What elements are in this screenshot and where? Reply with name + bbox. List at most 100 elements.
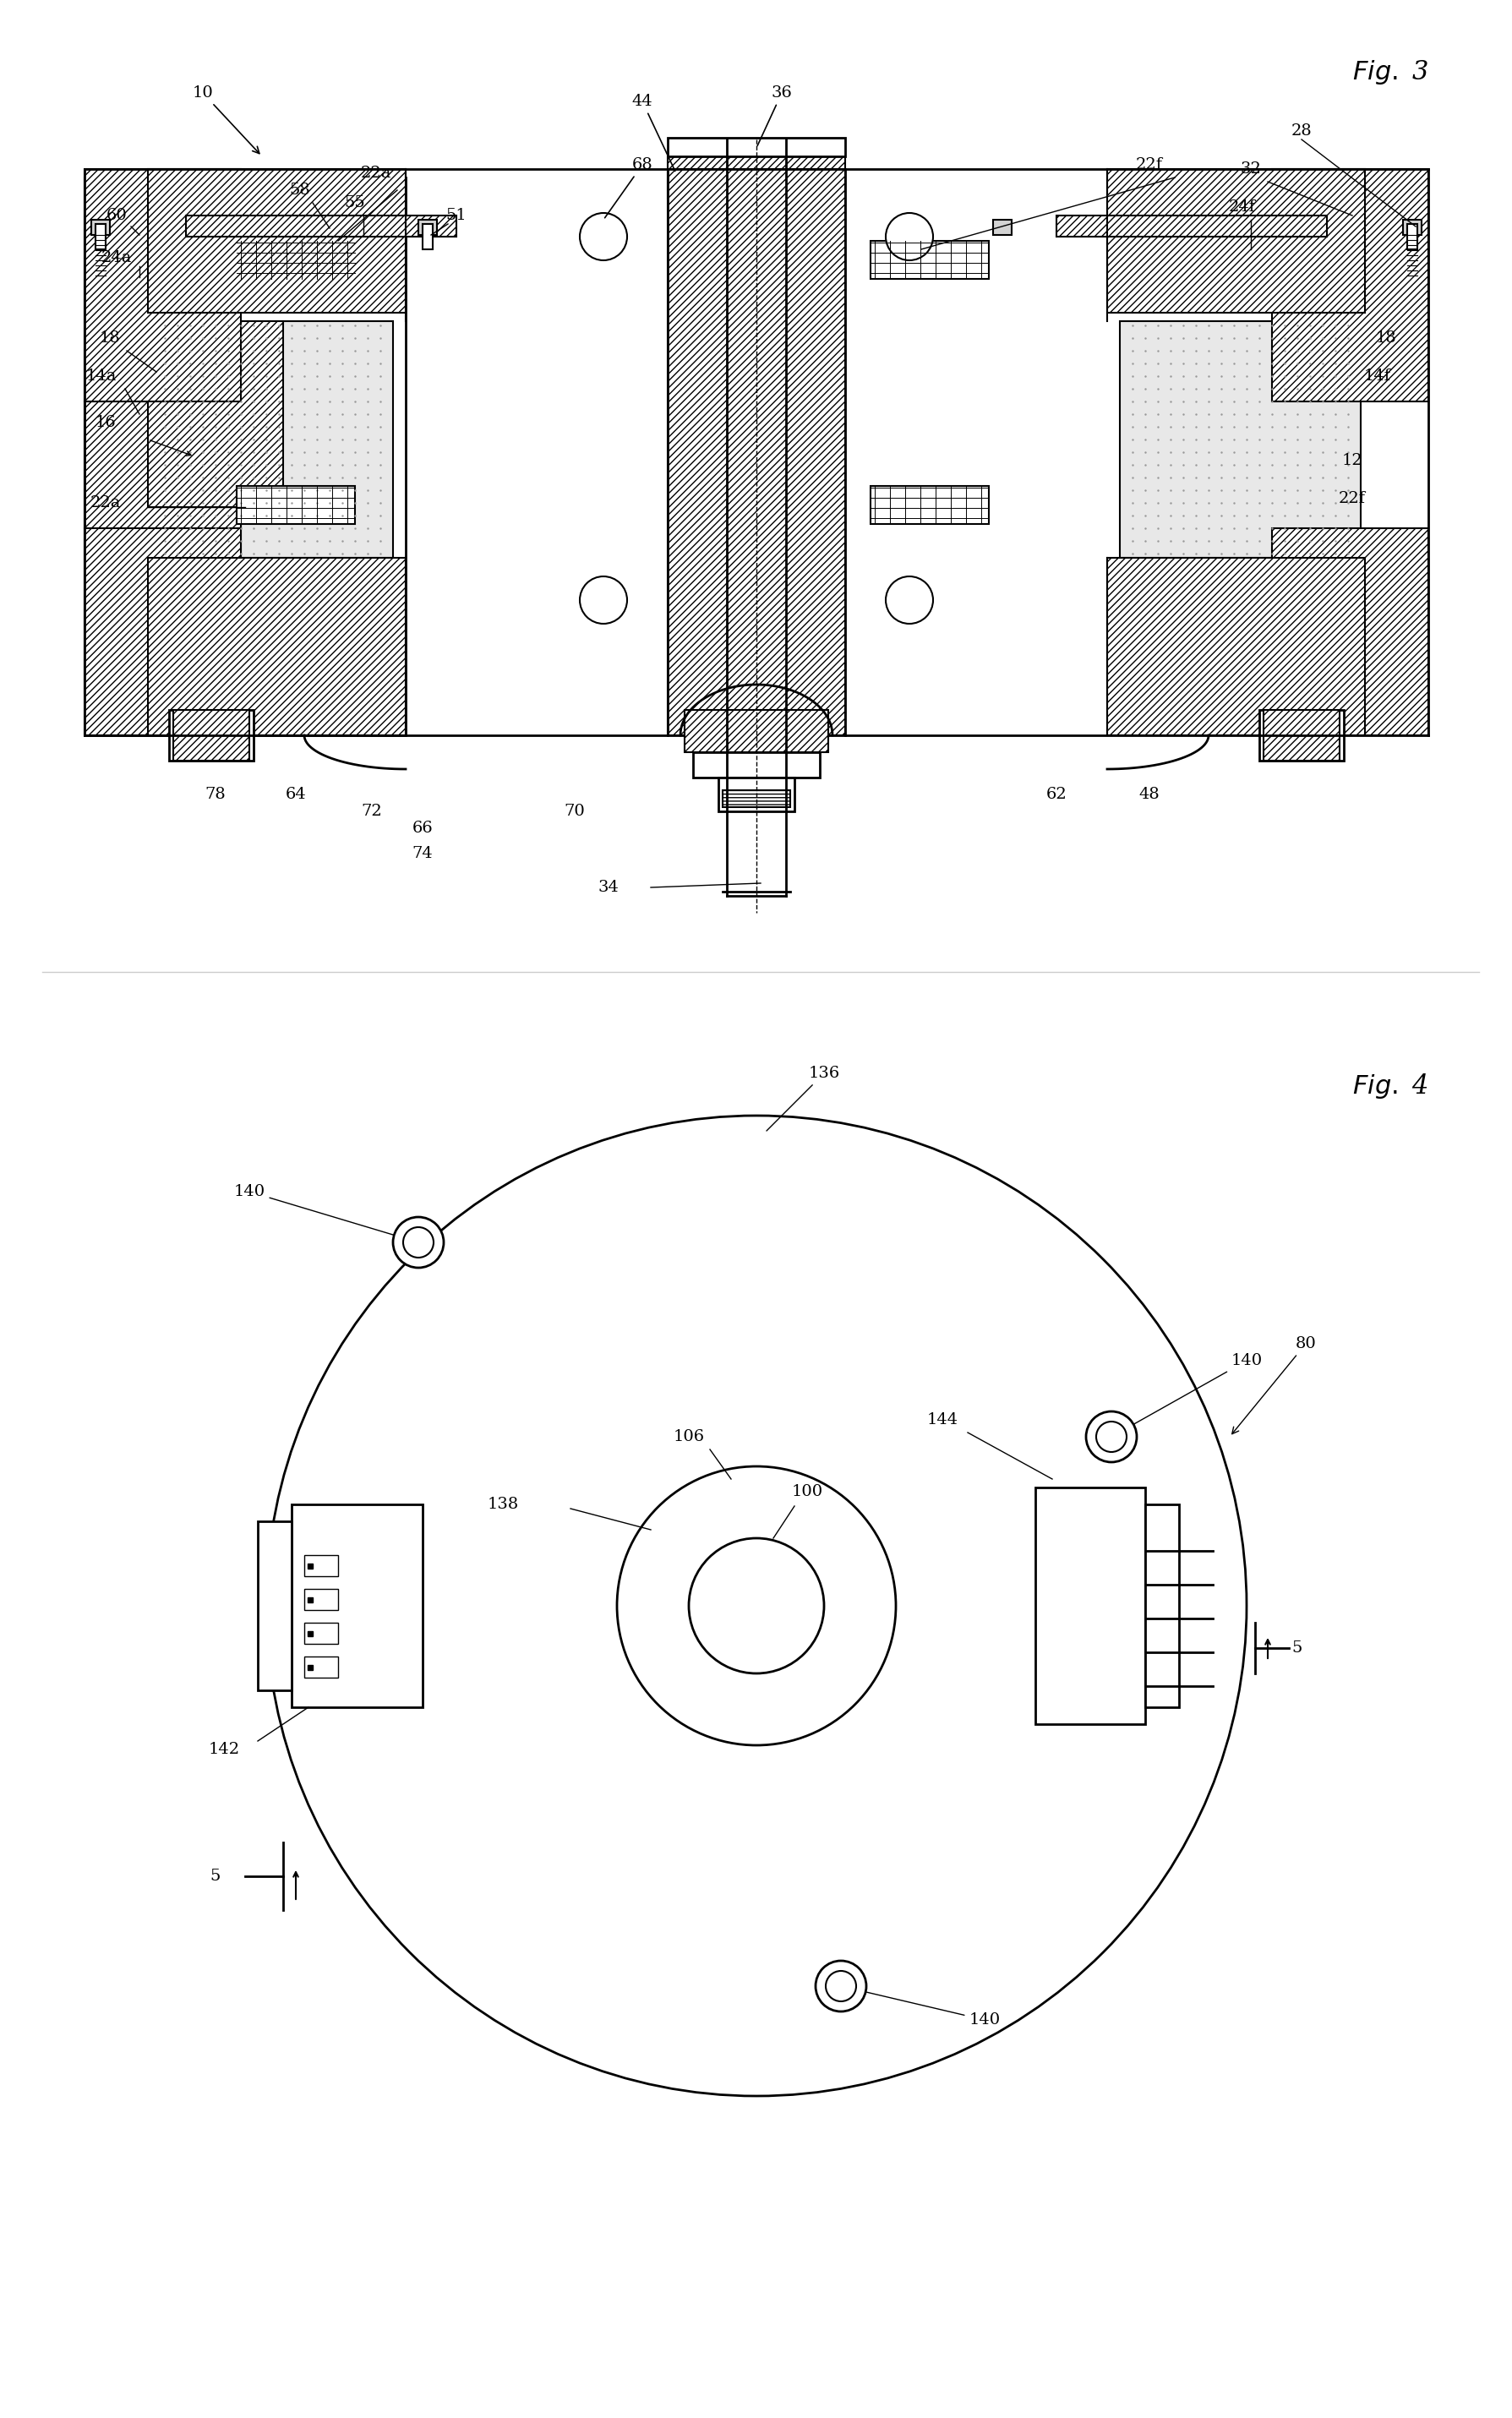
- Bar: [148, 169, 405, 312]
- Bar: [1408, 225, 1417, 249]
- Text: 22f: 22f: [1338, 491, 1365, 505]
- Text: 55: 55: [345, 196, 366, 210]
- Circle shape: [1086, 1412, 1137, 1463]
- Bar: [85, 169, 240, 401]
- Bar: [237, 242, 355, 278]
- Bar: [1036, 1487, 1145, 1724]
- Text: 22f: 22f: [1136, 157, 1163, 172]
- Circle shape: [617, 1465, 897, 1746]
- Text: 28: 28: [1291, 123, 1312, 138]
- Bar: [174, 711, 249, 762]
- Text: 62: 62: [1046, 786, 1067, 803]
- Bar: [91, 220, 110, 235]
- Bar: [668, 157, 845, 198]
- Text: 44: 44: [632, 94, 676, 172]
- Circle shape: [404, 1228, 434, 1257]
- Circle shape: [579, 213, 627, 261]
- Text: $\it{Fig.}$ 4: $\it{Fig.}$ 4: [1352, 1071, 1429, 1100]
- Text: 5: 5: [1293, 1639, 1302, 1656]
- Circle shape: [886, 213, 933, 261]
- Text: 106: 106: [673, 1429, 705, 1444]
- Bar: [1272, 527, 1429, 735]
- Bar: [668, 169, 845, 735]
- Bar: [419, 220, 437, 235]
- Text: 136: 136: [767, 1066, 839, 1132]
- Bar: [1145, 1504, 1179, 1707]
- Text: 70: 70: [564, 803, 585, 820]
- Bar: [692, 752, 820, 779]
- Bar: [304, 1589, 339, 1610]
- Bar: [85, 177, 405, 735]
- Text: 34: 34: [599, 880, 618, 895]
- Bar: [85, 401, 240, 527]
- Text: 100: 100: [791, 1485, 823, 1499]
- Bar: [186, 215, 457, 237]
- Text: 14f: 14f: [1364, 368, 1391, 384]
- Text: 51: 51: [446, 208, 467, 222]
- Bar: [169, 711, 254, 762]
- Text: 140: 140: [234, 1185, 416, 1243]
- Text: 36: 36: [758, 85, 792, 145]
- Bar: [148, 322, 283, 508]
- Text: 24a: 24a: [101, 249, 132, 266]
- Text: 142: 142: [209, 1741, 240, 1758]
- Bar: [723, 791, 791, 808]
- Bar: [1259, 711, 1344, 762]
- Text: 138: 138: [487, 1497, 519, 1511]
- Text: 66: 66: [413, 820, 432, 837]
- Text: 22a: 22a: [91, 496, 121, 510]
- Text: 60: 60: [106, 208, 127, 222]
- Text: 80: 80: [1232, 1337, 1317, 1434]
- Circle shape: [886, 575, 933, 624]
- Text: 74: 74: [413, 846, 432, 861]
- Text: 18: 18: [1376, 331, 1397, 346]
- Text: 32: 32: [1240, 162, 1261, 177]
- Text: 5: 5: [210, 1869, 221, 1884]
- Circle shape: [1096, 1422, 1126, 1451]
- Text: 140: 140: [844, 1988, 1001, 2029]
- Text: 24f: 24f: [1229, 198, 1256, 215]
- Bar: [993, 220, 1012, 235]
- Text: 18: 18: [100, 331, 121, 346]
- Bar: [153, 322, 393, 559]
- Bar: [668, 169, 845, 735]
- Text: 72: 72: [361, 803, 383, 820]
- Text: 12: 12: [1341, 452, 1362, 469]
- Bar: [685, 711, 829, 752]
- Text: 140: 140: [1113, 1354, 1263, 1436]
- Bar: [237, 486, 355, 525]
- Bar: [1107, 559, 1365, 735]
- Bar: [148, 559, 405, 735]
- Text: 10: 10: [192, 85, 260, 152]
- Bar: [257, 1521, 292, 1690]
- Text: 22a: 22a: [361, 167, 392, 181]
- Bar: [1264, 711, 1340, 762]
- Bar: [85, 527, 240, 735]
- Text: 48: 48: [1139, 786, 1160, 803]
- Bar: [95, 225, 106, 249]
- Bar: [871, 486, 989, 525]
- Text: $\it{Fig.}$ 3: $\it{Fig.}$ 3: [1352, 58, 1429, 85]
- Text: 16: 16: [95, 416, 116, 430]
- Bar: [304, 1622, 339, 1644]
- Bar: [871, 242, 989, 278]
- Circle shape: [266, 1115, 1246, 2096]
- Bar: [1120, 322, 1361, 559]
- Bar: [304, 1656, 339, 1678]
- Text: 78: 78: [206, 786, 225, 803]
- Bar: [718, 779, 794, 812]
- Circle shape: [579, 575, 627, 624]
- Text: 14a: 14a: [86, 368, 116, 384]
- Bar: [304, 1555, 339, 1577]
- Bar: [85, 177, 240, 694]
- Text: 58: 58: [290, 181, 310, 198]
- Bar: [1057, 215, 1328, 237]
- Bar: [668, 138, 845, 157]
- Text: 144: 144: [927, 1412, 959, 1427]
- Text: 68: 68: [605, 157, 653, 218]
- Bar: [1107, 169, 1365, 312]
- Text: 64: 64: [286, 786, 307, 803]
- Bar: [422, 225, 432, 249]
- Bar: [1272, 169, 1429, 401]
- Circle shape: [393, 1216, 443, 1267]
